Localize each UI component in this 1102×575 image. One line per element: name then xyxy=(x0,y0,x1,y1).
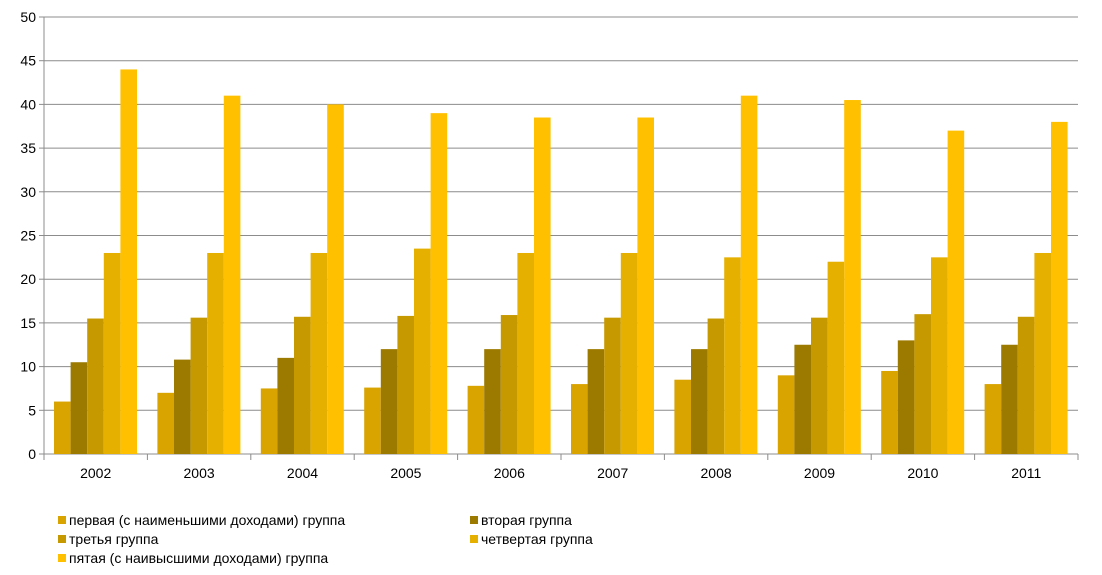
bar-2004-series-1 xyxy=(260,388,278,454)
bar-2007-series-5 xyxy=(637,117,654,454)
legend-item-group3: третья группа xyxy=(58,531,158,547)
bar-2009-series-4 xyxy=(827,261,845,454)
y-tick-label: 25 xyxy=(20,228,36,244)
bar-2011-series-2 xyxy=(1001,344,1018,454)
x-tick-label: 2008 xyxy=(701,465,732,481)
bar-2006-series-4 xyxy=(517,252,534,454)
bar-2002-series-2 xyxy=(70,362,88,454)
bar-2007-series-2 xyxy=(587,349,605,454)
bar-2002-series-3 xyxy=(87,318,104,454)
x-tick-label: 2006 xyxy=(494,465,525,481)
bar-2011-series-3 xyxy=(1017,316,1035,454)
x-tick-label: 2007 xyxy=(597,465,628,481)
bar-2010-series-3 xyxy=(914,314,931,454)
bar-2008-series-5 xyxy=(740,95,758,454)
legend-swatch-group2 xyxy=(470,516,478,524)
bar-2008-series-3 xyxy=(707,318,725,454)
bar-2004-series-2 xyxy=(277,357,294,454)
bar-2006-series-3 xyxy=(500,315,518,454)
bar-2010-series-5 xyxy=(947,130,965,454)
legend-label-group3: третья группа xyxy=(69,531,159,547)
y-tick-label: 30 xyxy=(20,184,36,200)
x-tick-label: 2003 xyxy=(184,465,215,481)
bar-2003-series-4 xyxy=(207,252,224,454)
legend-label-group1: первая (с наименьшими доходами) группа xyxy=(69,512,346,528)
legend-label-group5: пятая (с наивысшими доходами) группа xyxy=(69,550,329,566)
bar-2006-series-1 xyxy=(467,385,485,454)
bar-2005-series-5 xyxy=(430,113,448,454)
bar-2008-series-4 xyxy=(724,257,741,454)
y-tick-label: 35 xyxy=(20,140,36,156)
bar-2009-series-5 xyxy=(844,100,861,454)
y-tick-labels: 0 5 10 15 20 25 30 35 40 45 50 xyxy=(20,9,36,462)
x-tick-label: 2002 xyxy=(80,465,111,481)
y-tick-label: 5 xyxy=(28,402,36,418)
bar-2010-series-4 xyxy=(931,257,948,454)
bar-2006-series-2 xyxy=(484,349,501,454)
bar-2010-series-2 xyxy=(897,340,915,454)
x-tick-label: 2010 xyxy=(907,465,938,481)
bar-2011-series-1 xyxy=(984,384,1002,454)
x-tick-labels: 2002 2003 2004 2005 2006 2007 2008 2009 2010 2011 xyxy=(80,465,1041,481)
legend-swatch-group3 xyxy=(58,535,66,543)
legend-swatch-group1 xyxy=(58,516,66,524)
bar-2004-series-5 xyxy=(327,104,344,455)
bar-2008-series-1 xyxy=(674,379,691,454)
bar-2011-series-5 xyxy=(1051,121,1068,454)
bar-2009-series-3 xyxy=(811,317,828,454)
bar-2007-series-1 xyxy=(571,384,588,454)
bar-2006-series-5 xyxy=(534,117,551,454)
x-tick-label: 2011 xyxy=(1011,465,1041,481)
bars xyxy=(54,69,1068,455)
bar-2002-series-4 xyxy=(103,252,121,454)
bar-2009-series-2 xyxy=(794,344,811,454)
bar-2003-series-3 xyxy=(190,317,208,454)
y-tick-label: 20 xyxy=(20,271,36,287)
legend-label-group4: четвертая группа xyxy=(481,531,593,547)
x-tick-label: 2005 xyxy=(390,465,421,481)
x-tick-label: 2004 xyxy=(287,465,318,481)
y-tick-label: 50 xyxy=(20,9,36,25)
bar-2003-series-1 xyxy=(157,392,174,454)
bar-2011-series-4 xyxy=(1034,252,1051,454)
bar-2010-series-1 xyxy=(881,370,898,454)
legend-item-group1: первая (с наименьшими доходами) группа xyxy=(58,512,345,528)
bar-2003-series-5 xyxy=(223,95,241,454)
legend-item-group4: четвертая группа xyxy=(470,531,593,547)
bar-2007-series-4 xyxy=(620,252,638,454)
y-tick-label: 40 xyxy=(20,96,36,112)
bar-2004-series-3 xyxy=(294,316,311,454)
legend-item-group5: пятая (с наивысшими доходами) группа xyxy=(58,550,328,566)
y-tick-label: 15 xyxy=(20,315,36,331)
bar-2005-series-4 xyxy=(414,248,431,454)
bar-2002-series-5 xyxy=(120,69,137,454)
bar-2005-series-2 xyxy=(380,349,398,454)
bar-2009-series-1 xyxy=(777,375,795,454)
bar-2007-series-3 xyxy=(604,317,621,454)
legend-label-group2: вторая группа xyxy=(481,512,572,528)
legend-swatch-group4 xyxy=(470,535,478,543)
bar-2005-series-1 xyxy=(364,387,381,454)
y-tick-label: 10 xyxy=(20,359,36,375)
bar-2004-series-4 xyxy=(310,252,328,454)
y-tick-label: 45 xyxy=(20,53,36,69)
bar-2005-series-3 xyxy=(397,315,414,454)
bar-2008-series-2 xyxy=(691,349,708,454)
legend-item-group2: вторая группа xyxy=(470,512,572,528)
x-tick-label: 2009 xyxy=(804,465,835,481)
legend-swatch-group5 xyxy=(58,554,66,562)
y-tick-label: 0 xyxy=(28,446,36,462)
bar-2002-series-1 xyxy=(54,401,71,454)
bar-2003-series-2 xyxy=(174,359,191,454)
